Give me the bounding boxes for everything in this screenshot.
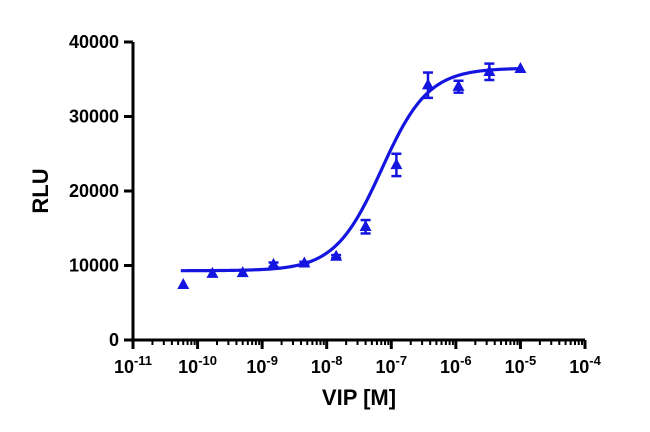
x-tick-label: 10-10 (178, 353, 217, 377)
triangle-marker (421, 78, 434, 90)
x-tick-label: 10-8 (311, 353, 343, 377)
data-point (330, 249, 343, 261)
ticks: 0 10000 20000 30000 40000 10-11 10-10 10-9 10-8 1… (69, 32, 602, 377)
x-axis-title: VIP [M] (322, 385, 396, 410)
triangle-marker (390, 158, 403, 170)
y-axis-title: RLU (28, 168, 53, 213)
data-point (390, 152, 403, 178)
fit-curve-group (180, 66, 522, 273)
triangle-marker (514, 62, 527, 73)
triangle-marker (483, 64, 496, 76)
triangle-marker (206, 266, 219, 278)
triangle-marker (298, 256, 311, 268)
data-point (177, 278, 190, 290)
data-point (206, 266, 219, 278)
axes (131, 42, 585, 342)
triangle-marker (452, 79, 465, 91)
triangle-marker (359, 219, 372, 231)
y-tick-label: 0 (109, 330, 119, 350)
x-tick-label: 10-11 (114, 353, 152, 377)
triangle-marker (267, 257, 280, 269)
y-tick-label: 20000 (69, 181, 119, 201)
x-tick-label: 10-4 (569, 353, 601, 377)
data-point (421, 71, 434, 100)
data-points (177, 62, 527, 290)
x-tick-label: 10-7 (375, 353, 407, 377)
data-point (514, 62, 527, 73)
data-point (298, 256, 311, 268)
data-point (359, 218, 372, 235)
triangle-marker (330, 249, 343, 261)
data-point (483, 62, 496, 82)
y-tick-label: 40000 (69, 32, 119, 52)
y-tick-label: 30000 (69, 107, 119, 127)
fit-curve (180, 66, 522, 273)
x-tick-label: 10-9 (246, 353, 278, 377)
x-tick-label: 10-6 (440, 353, 472, 377)
data-point (267, 257, 280, 269)
triangle-marker (236, 266, 249, 278)
triangle-marker (177, 278, 190, 290)
y-tick-label: 10000 (69, 256, 119, 276)
data-point (452, 79, 465, 94)
x-tick-label: 10-5 (505, 353, 537, 377)
data-point (236, 266, 249, 278)
